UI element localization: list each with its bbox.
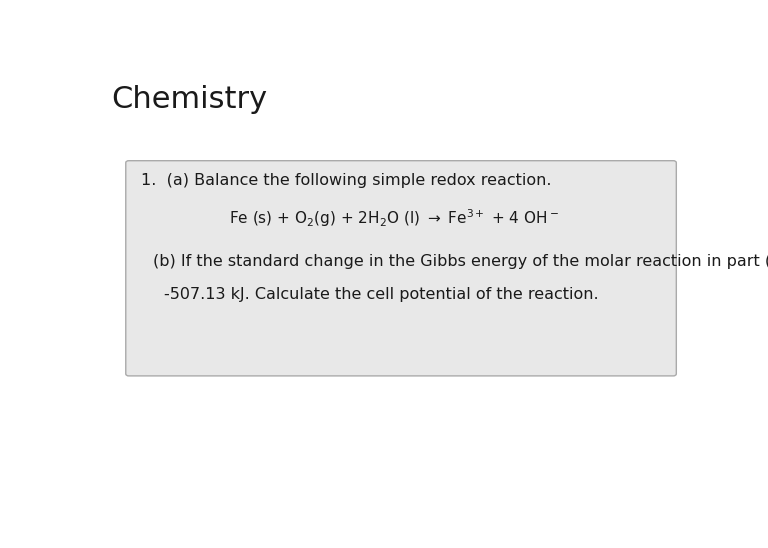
Text: Chemistry: Chemistry	[111, 85, 267, 114]
Text: Fe (s) + O$_2$(g) + 2H$_2$O (l) $\rightarrow$ Fe$^{3+}$ + 4 OH$^-$: Fe (s) + O$_2$(g) + 2H$_2$O (l) $\righta…	[229, 207, 558, 229]
FancyBboxPatch shape	[126, 161, 677, 376]
Text: -507.13 kJ. Calculate the cell potential of the reaction.: -507.13 kJ. Calculate the cell potential…	[164, 287, 599, 302]
Text: 1.  (a) Balance the following simple redox reaction.: 1. (a) Balance the following simple redo…	[141, 173, 551, 189]
Text: (b) If the standard change in the Gibbs energy of the molar reaction in part (a): (b) If the standard change in the Gibbs …	[153, 254, 768, 269]
